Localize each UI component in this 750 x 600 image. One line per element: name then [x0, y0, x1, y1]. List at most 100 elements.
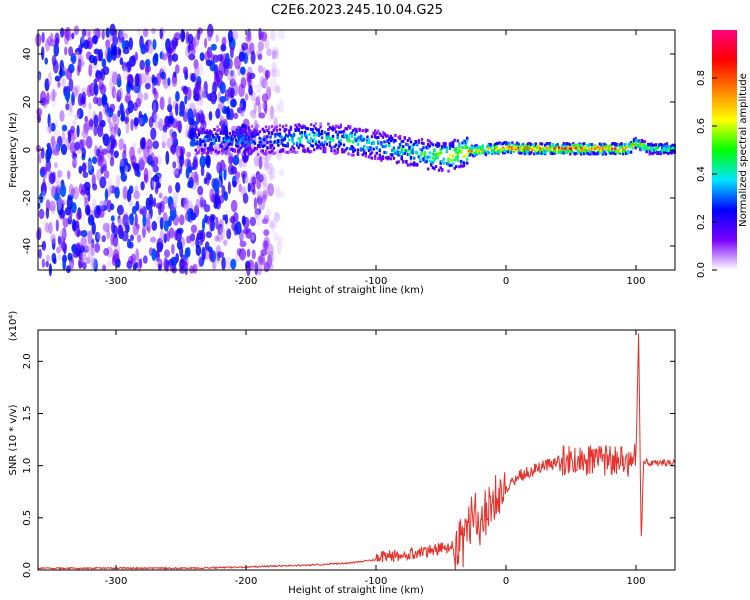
heatmap-ridge-cell	[398, 143, 402, 146]
heatmap-noise-cell	[127, 238, 132, 249]
heatmap-ridge-cell	[349, 147, 352, 151]
heatmap-noise-cell	[253, 155, 260, 167]
heatmap-noise-cell	[258, 200, 266, 211]
heatmap-ridge-cell	[292, 147, 296, 151]
heatmap-noise-cell	[152, 165, 159, 173]
heatmap-ridge-cell	[503, 151, 506, 155]
heatmap-ridge-cell	[565, 149, 569, 153]
heatmap-noise-cell	[59, 209, 66, 219]
colorbar-label: Normalized spectral amplitude	[738, 73, 749, 227]
heatmap-ridge-cell	[361, 139, 364, 143]
heatmap-ridge-cell	[631, 146, 634, 150]
heatmap-ridge-cell	[617, 149, 620, 153]
heatmap-noise-cell	[60, 27, 65, 38]
heatmap-ridge-cell	[439, 151, 442, 155]
heatmap-ridge-cell	[210, 138, 213, 142]
heatmap-ridge-cell	[350, 145, 353, 148]
heatmap-ridge-cell	[374, 135, 377, 139]
heatmap-noise-cell	[204, 51, 211, 62]
heatmap-ridge-cell	[336, 150, 339, 154]
heatmap-ridge-cell	[444, 142, 447, 146]
heatmap-noise-cell	[238, 103, 243, 110]
heatmap-noise-cell	[249, 216, 256, 227]
heatmap-ridge-cell	[302, 144, 305, 148]
heatmap-ridge-cell	[400, 147, 403, 151]
heatmap-noise-cell	[230, 258, 237, 270]
heatmap-noise-cell	[119, 158, 125, 167]
heatmap-noise-cell	[258, 101, 261, 116]
heatmap-noise-cell	[41, 258, 46, 268]
heatmap-ridge-cell	[208, 134, 211, 138]
heatmap-noise-cell	[67, 170, 71, 180]
heatmap-noise-cell	[267, 254, 273, 268]
heatmap-ridge-cell	[257, 153, 260, 157]
heatmap-ridge-cell	[214, 149, 218, 153]
heatmap-ridge-cell	[639, 147, 642, 151]
heatmap-ridge-cell	[519, 147, 522, 151]
heatmap-noise-cell	[215, 34, 219, 43]
heatmap-noise-cell	[193, 163, 198, 170]
heatmap-noise-cell	[180, 260, 188, 267]
heatmap-ridge-cell	[417, 155, 420, 159]
heatmap-noise-cell	[125, 61, 132, 73]
heatmap-noise-cell	[175, 64, 180, 74]
heatmap-ridge-cell	[213, 139, 216, 142]
heatmap-ridge-cell	[297, 127, 300, 131]
heatmap-ridge-cell	[222, 140, 225, 144]
heatmap-ridge-cell	[550, 145, 553, 149]
heatmap-ridge-cell	[394, 152, 397, 155]
heatmap-ridge-cell	[622, 147, 625, 151]
heatmap-ridge-cell	[534, 150, 537, 154]
heatmap-noise-cell	[121, 230, 129, 242]
heatmap-noise-cell	[271, 68, 275, 78]
heatmap-ridge-cell	[263, 138, 266, 142]
heatmap-ridge-cell	[353, 138, 357, 142]
heatmap-ridge-cell	[618, 145, 622, 149]
heatmap-ridge-cell	[654, 150, 658, 154]
heatmap-ridge-cell	[495, 147, 498, 151]
heatmap-ridge-cell	[286, 143, 289, 147]
heatmap-ridge-cell	[484, 150, 488, 154]
heatmap-ridge-cell	[214, 138, 218, 142]
heatmap-noise-cell	[107, 47, 111, 61]
heatmap-noise-cell	[111, 138, 118, 149]
heatmap-ridge-cell	[601, 144, 605, 148]
heatmap-ridge-cell	[411, 151, 414, 155]
heatmap-noise-cell	[241, 42, 249, 51]
heatmap-ridge-cell	[645, 145, 648, 149]
heatmap-ridge-cell	[578, 144, 581, 148]
heatmap-ridge-cell	[583, 146, 586, 150]
heatmap-noise-cell	[40, 166, 48, 175]
heatmap-ridge-cell	[372, 140, 375, 144]
heatmap-noise-cell	[211, 260, 217, 270]
heatmap-ridge-cell	[626, 145, 630, 149]
heatmap-ridge-cell	[448, 164, 452, 167]
heatmap-ridge-cell	[452, 142, 455, 146]
heatmap-ridge-cell	[302, 149, 305, 153]
heatmap-ridge-cell	[366, 135, 369, 139]
heatmap-noise-cell	[275, 49, 279, 60]
heatmap-ridge-cell	[609, 144, 612, 148]
heatmap-ridge-cell	[634, 142, 637, 146]
heatmap-ridge-cell	[495, 145, 498, 149]
heatmap-noise-cell	[51, 88, 56, 102]
heatmap-ridge-cell	[570, 150, 573, 154]
heatmap-ridge-cell	[322, 145, 325, 149]
heatmap-noise-cell	[239, 66, 246, 75]
heatmap-ridge-cell	[313, 133, 316, 137]
heatmap-ridge-cell	[347, 135, 350, 139]
heatmap-ridge-cell	[361, 147, 364, 151]
heatmap-noise-cell	[254, 208, 262, 215]
heatmap-noise-cell	[152, 39, 157, 50]
heatmap-ridge-cell	[311, 144, 314, 148]
heatmap-noise-cell	[181, 30, 186, 41]
heatmap-ridge-cell	[514, 145, 517, 149]
heatmap-noise-cell	[197, 185, 204, 196]
heatmap-ridge-cell	[461, 164, 464, 168]
heatmap-ridge-cell	[252, 131, 255, 134]
heatmap-ridge-cell	[322, 143, 325, 147]
heatmap-ridge-cell	[419, 147, 422, 151]
heatmap-ridge-cell	[327, 128, 330, 132]
heatmap-ridge-cell	[584, 146, 587, 149]
heatmap-ridge-cell	[409, 162, 413, 166]
